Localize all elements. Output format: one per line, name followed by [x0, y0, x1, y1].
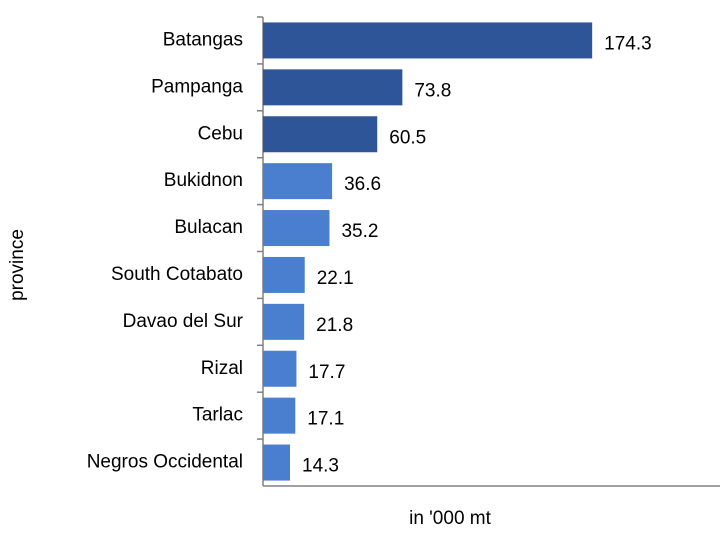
category-label: Cebu [198, 123, 243, 144]
value-label: 36.6 [344, 174, 381, 195]
category-label: Rizal [201, 358, 243, 379]
bar [263, 444, 291, 481]
value-label: 174.3 [604, 33, 652, 54]
category-label: Davao del Sur [123, 311, 244, 332]
category-label: Pampanga [151, 76, 243, 97]
category-label: Negros Occidental [87, 452, 243, 473]
category-label: Bukidnon [164, 170, 243, 191]
value-label: 17.1 [307, 409, 344, 430]
value-label: 22.1 [317, 268, 354, 289]
bar [263, 256, 305, 293]
bar [263, 116, 378, 153]
y-axis-label: province [7, 229, 28, 301]
category-label: South Cotabato [111, 264, 243, 285]
category-label: Tarlac [192, 405, 243, 426]
value-label: 35.2 [341, 221, 378, 242]
bar [263, 210, 330, 247]
bar [263, 350, 297, 387]
x-axis-label: in '000 mt [409, 508, 492, 529]
value-label: 73.8 [414, 80, 451, 101]
category-label: Bulacan [174, 217, 243, 238]
category-label: Batangas [163, 29, 243, 50]
value-label: 14.3 [302, 456, 339, 477]
bar [263, 22, 593, 59]
bar [263, 69, 403, 106]
bar [263, 163, 333, 200]
value-label: 21.8 [316, 315, 353, 336]
bar [263, 397, 296, 434]
value-label: 17.7 [308, 362, 345, 383]
bar [263, 303, 305, 340]
value-label: 60.5 [389, 127, 426, 148]
